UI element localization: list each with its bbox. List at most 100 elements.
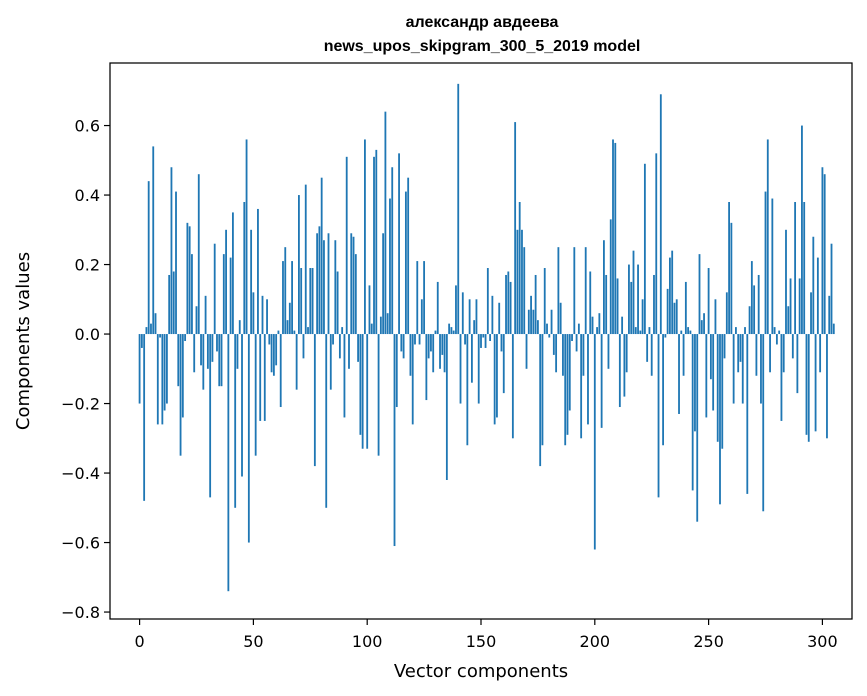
bar — [140, 334, 143, 348]
bar — [755, 334, 758, 376]
bar — [573, 247, 576, 335]
x-tick-label: 300 — [807, 632, 838, 651]
bar — [587, 334, 589, 425]
bar — [455, 285, 457, 335]
bar — [496, 334, 498, 418]
bar — [243, 202, 246, 335]
bar — [143, 334, 146, 501]
bar — [375, 149, 378, 335]
bar — [382, 233, 385, 335]
bar — [826, 334, 828, 439]
bar — [700, 320, 703, 335]
bar — [796, 334, 799, 394]
bar — [293, 330, 296, 335]
bar — [461, 292, 464, 335]
bar — [748, 306, 751, 335]
bar — [266, 299, 268, 335]
bar — [361, 334, 364, 449]
y-tick-label: −0.8 — [61, 603, 100, 622]
bar — [616, 278, 619, 335]
bar — [675, 299, 678, 335]
bar — [418, 334, 421, 345]
bar — [828, 295, 831, 335]
bar — [204, 295, 207, 335]
bar — [630, 281, 633, 335]
bar — [657, 334, 660, 498]
bar — [628, 264, 630, 335]
bar — [687, 327, 690, 335]
bar — [773, 327, 776, 335]
bar — [712, 334, 715, 411]
bar — [345, 156, 348, 335]
bar — [480, 334, 482, 348]
bar — [161, 334, 164, 425]
bar — [521, 229, 523, 335]
bar — [527, 309, 530, 335]
bar — [539, 334, 542, 467]
bar — [650, 334, 653, 376]
x-tick-label: 50 — [243, 632, 263, 651]
bar — [325, 334, 328, 508]
bar — [263, 334, 266, 421]
y-tick-label: −0.4 — [61, 464, 100, 483]
bar — [323, 240, 325, 335]
bar — [489, 334, 492, 341]
bar — [200, 334, 202, 366]
bar — [552, 334, 555, 355]
bar — [618, 334, 621, 408]
bar — [750, 261, 753, 335]
bar — [464, 334, 466, 345]
bar — [364, 139, 366, 335]
bar — [434, 330, 437, 335]
bar — [441, 334, 444, 355]
bar — [377, 334, 380, 456]
bar — [259, 334, 262, 421]
bar — [534, 274, 537, 335]
bar — [691, 334, 694, 491]
bar — [220, 334, 223, 387]
bar — [596, 327, 598, 335]
bar — [384, 111, 387, 335]
bar — [379, 316, 382, 335]
bar — [218, 334, 221, 387]
bar — [703, 313, 705, 335]
bar — [275, 334, 278, 366]
bar — [698, 254, 701, 335]
bar — [391, 167, 394, 335]
bar — [482, 334, 485, 338]
bar — [662, 334, 664, 446]
bar — [156, 334, 159, 425]
bar — [302, 334, 305, 359]
bar — [771, 198, 774, 335]
x-tick-label: 200 — [580, 632, 611, 651]
bar — [195, 306, 198, 335]
bar — [168, 274, 171, 335]
bar — [782, 334, 785, 373]
bar — [653, 274, 655, 335]
bar — [457, 83, 460, 335]
bar — [655, 153, 658, 335]
x-axis: 0 50 100 150 200 250 300 — [134, 619, 838, 651]
bar — [209, 334, 212, 498]
bar — [659, 94, 662, 335]
bar — [682, 334, 685, 376]
bar — [684, 281, 687, 335]
bar — [211, 334, 214, 362]
bar — [614, 142, 617, 335]
bar — [436, 281, 439, 335]
bar — [623, 334, 626, 397]
bar — [780, 334, 783, 421]
bar — [514, 122, 517, 335]
bar — [814, 334, 817, 432]
bar — [193, 334, 196, 373]
y-tick-label: −0.6 — [61, 534, 100, 553]
bar — [568, 334, 571, 411]
bar — [523, 247, 526, 335]
bar — [819, 334, 822, 373]
bar — [486, 268, 489, 335]
x-tick-label: 0 — [134, 632, 144, 651]
bar — [427, 334, 430, 359]
bar — [354, 254, 357, 335]
bar — [582, 334, 585, 376]
bar — [448, 323, 451, 335]
